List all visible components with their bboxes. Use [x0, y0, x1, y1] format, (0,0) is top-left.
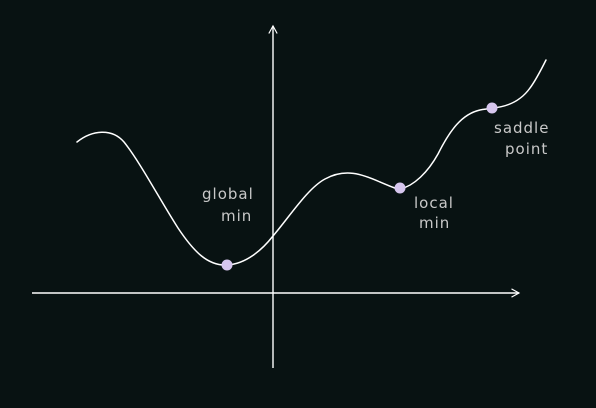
global-min-point [221, 259, 233, 271]
local-min-label-line1: local [414, 194, 454, 212]
saddle-point-label-line2: point [505, 140, 548, 158]
local-min-point [394, 182, 406, 194]
local-min-label-line2: min [419, 214, 450, 232]
function-curve [76, 59, 547, 266]
saddle-point-label-line1: saddle [494, 119, 549, 137]
global-min-label-line1: global [202, 185, 254, 203]
saddle-point-marker [486, 102, 498, 114]
global-min-label-line2: min [221, 207, 252, 225]
